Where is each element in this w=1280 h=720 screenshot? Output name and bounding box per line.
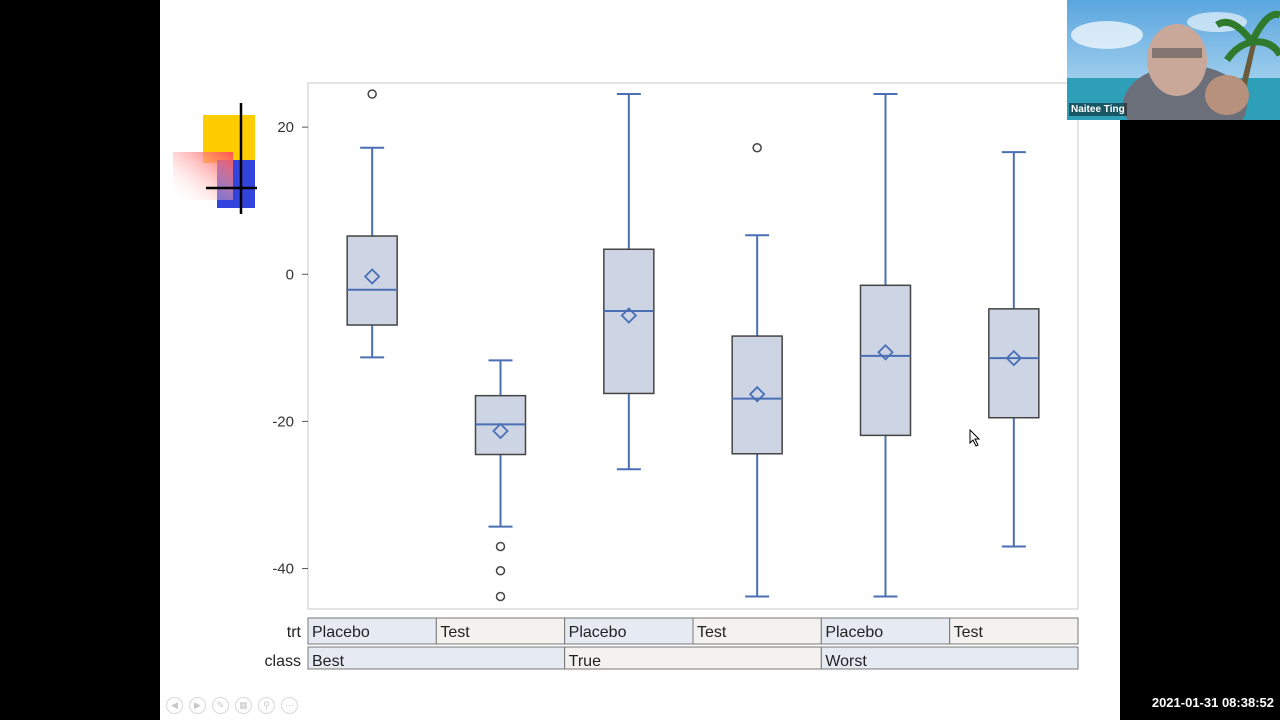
class-label: Best — [312, 653, 345, 670]
webcam-image — [1067, 0, 1280, 120]
trt-cell — [307, 617, 437, 645]
trt-label: Placebo — [825, 624, 883, 641]
outlier-point — [495, 541, 506, 552]
mean-marker — [877, 343, 894, 361]
box-1 — [346, 89, 398, 359]
outlier-point — [752, 142, 762, 153]
trt-cell — [692, 617, 822, 645]
prev-icon[interactable]: ◀ — [166, 697, 183, 714]
next-icon[interactable]: ▶ — [189, 697, 206, 714]
slide-nav-bar: ◀ ▶ ✎ ▦ ⚲ ⋯ — [166, 697, 298, 714]
class-label: True — [569, 653, 601, 670]
axis-table: trt class Placebo Test Placebo Test Placebo Tes… — [265, 617, 1079, 670]
trt-label: Placebo — [312, 624, 370, 641]
outlier-point — [495, 591, 506, 602]
mouse-cursor-icon — [969, 428, 981, 447]
y-tick-label: 20 — [277, 119, 294, 136]
mean-marker — [1005, 349, 1023, 367]
more-icon[interactable]: ⋯ — [281, 697, 298, 714]
trt-label: Placebo — [569, 624, 627, 641]
mean-marker — [620, 307, 638, 324]
box-6 — [988, 151, 1040, 548]
class-cell — [820, 646, 1079, 670]
box-4 — [731, 142, 783, 598]
mean-marker — [363, 268, 381, 285]
participant-name: Naitee Ting — [1069, 103, 1127, 116]
pen-icon[interactable]: ✎ — [212, 697, 229, 714]
outlier-point — [367, 89, 377, 99]
plot-area — [307, 82, 1079, 610]
axis-table-row-label: class — [265, 653, 301, 670]
trt-label: Test — [440, 624, 470, 641]
slides-icon[interactable]: ▦ — [235, 697, 252, 714]
box-5 — [859, 93, 912, 598]
webcam-video: Naitee Ting — [1067, 0, 1280, 120]
mean-marker — [492, 422, 509, 440]
iqr-box — [731, 335, 783, 455]
box-plot-chart: 20 0 -20 -40 trt class Placebo Test Placebo Test… — [265, 82, 1079, 670]
y-tick-label: -20 — [272, 413, 294, 430]
class-cell — [307, 646, 566, 670]
trt-cell — [435, 617, 566, 645]
y-tick-label: 0 — [286, 266, 294, 283]
trt-label: Test — [697, 624, 727, 641]
class-label: Worst — [825, 653, 867, 670]
outlier-point — [495, 565, 506, 576]
box-3 — [603, 93, 655, 471]
iqr-box — [988, 308, 1040, 419]
slide-decoration-logo — [173, 103, 257, 214]
class-cell — [564, 646, 822, 670]
axis-table-row-label: trt — [287, 624, 302, 641]
y-tick-label: -40 — [272, 561, 294, 578]
trt-label: Test — [954, 624, 984, 641]
iqr-box — [346, 235, 398, 326]
trt-cell — [564, 617, 694, 645]
mean-marker — [748, 385, 766, 403]
presentation-slide: 20 0 -20 -40 trt class Placebo Test Placebo Test… — [160, 0, 1120, 720]
zoom-icon[interactable]: ⚲ — [258, 697, 275, 714]
box-2 — [474, 359, 527, 602]
trt-cell — [949, 617, 1079, 645]
recording-timestamp: 2021-01-31 08:38:52 — [1151, 695, 1274, 710]
